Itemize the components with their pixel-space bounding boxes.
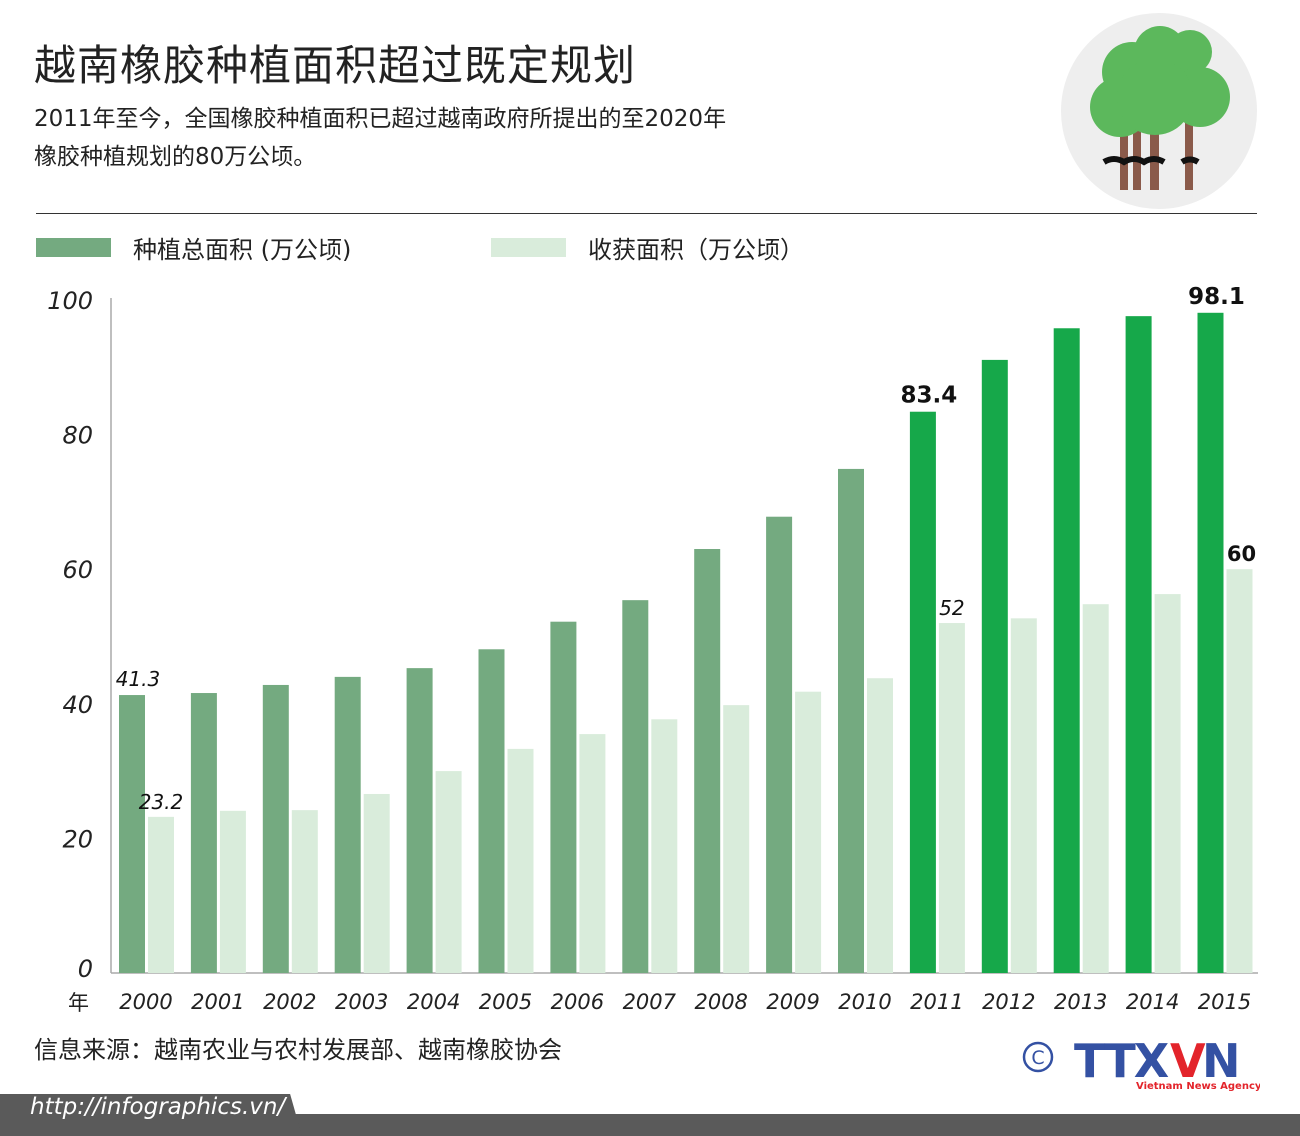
bar-planted-2013 — [1053, 328, 1080, 973]
x-tick-label: 2009 — [766, 990, 819, 1014]
data-label-harvested: 60 — [1227, 542, 1256, 566]
x-tick-label: 2000 — [119, 990, 172, 1014]
data-label-planted: 83.4 — [901, 383, 958, 409]
subtitle-line-1: 2011年至今，全国橡胶种植面积已超过越南政府所提出的至2020年 — [34, 106, 727, 132]
bar-harvested-2004 — [435, 771, 462, 973]
x-tick-label: 2012 — [982, 990, 1035, 1014]
bar-harvested-2003 — [363, 793, 390, 973]
bar-harvested-2001 — [219, 810, 246, 973]
svg-text:Vietnam News Agency: Vietnam News Agency — [1136, 1081, 1260, 1092]
x-tick-label: 2006 — [551, 990, 604, 1014]
x-tick-label: 2015 — [1198, 990, 1251, 1014]
bar-planted-2008 — [694, 549, 721, 973]
x-tick-label: 2010 — [838, 990, 891, 1014]
x-tick-label: 2014 — [1126, 990, 1179, 1014]
svg-text:C: C — [1031, 1047, 1044, 1069]
bar-planted-2003 — [334, 676, 361, 973]
bar-planted-2012 — [981, 359, 1008, 974]
bar-planted-2014 — [1125, 316, 1152, 974]
bar-planted-2006 — [550, 621, 577, 973]
y-tick-label: 100 — [47, 287, 93, 315]
bar-harvested-2002 — [291, 810, 318, 973]
legend-label-harvested: 收获面积（万公顷） — [588, 236, 804, 264]
subtitle: 2011年至今，全国橡胶种植面积已超过越南政府所提出的至2020年 橡胶种植规划… — [34, 100, 854, 176]
x-tick-label: 2003 — [335, 990, 388, 1014]
y-tick-label: 0 — [78, 955, 93, 983]
bar-planted-2009 — [766, 516, 793, 973]
x-tick-label: 2002 — [263, 990, 316, 1014]
bar-harvested-2007 — [651, 719, 678, 973]
bar-planted-2002 — [262, 684, 289, 973]
legend-item-harvested: 收获面积（万公顷） — [491, 230, 804, 265]
bar-planted-2015 — [1197, 312, 1224, 973]
footer-bar — [0, 1094, 1300, 1136]
x-tick-label: 2013 — [1054, 990, 1107, 1014]
x-tick-label: 2004 — [407, 990, 460, 1014]
bar-harvested-2005 — [507, 748, 534, 973]
legend-swatch-harvested — [491, 238, 566, 257]
subtitle-line-2: 橡胶种植规划的80万公顷。 — [34, 144, 317, 170]
bar-planted-2010 — [838, 468, 864, 973]
x-tick-label: 2008 — [694, 990, 747, 1014]
x-tick-label: 2007 — [623, 990, 677, 1014]
bar-harvested-2006 — [579, 734, 606, 973]
data-label-harvested: 52 — [939, 596, 964, 620]
x-axis-label: 年 — [68, 991, 89, 1015]
svg-text:TTX: TTX — [1074, 1035, 1169, 1088]
svg-text:V: V — [1170, 1035, 1206, 1088]
website-link[interactable]: http://infographics.vn/ — [30, 1094, 286, 1120]
bar-harvested-2000 — [148, 816, 174, 973]
y-tick-label: 80 — [62, 422, 93, 450]
x-tick-label: 2011 — [910, 990, 963, 1014]
bar-harvested-2010 — [867, 678, 893, 973]
bar-planted-2004 — [406, 668, 433, 973]
bar-harvested-2011 — [938, 623, 965, 973]
data-label-planted: 98.1 — [1188, 284, 1245, 310]
bar-planted-2007 — [622, 600, 649, 973]
data-label-harvested: 23.2 — [139, 790, 184, 814]
tree-icon — [1060, 12, 1258, 214]
bar-harvested-2008 — [723, 705, 750, 973]
bar-planted-2005 — [478, 649, 505, 973]
source-note: 信息来源：越南农业与农村发展部、越南橡胶协会 — [34, 1036, 562, 1064]
bar-planted-2011 — [909, 411, 936, 973]
y-tick-label: 20 — [62, 825, 93, 853]
legend-swatch-planted — [36, 238, 111, 257]
bar-planted-2001 — [190, 693, 217, 973]
page-title: 越南橡胶种植面积超过既定规划 — [34, 41, 637, 90]
y-tick-label: 60 — [62, 556, 93, 584]
divider — [36, 213, 1257, 214]
legend-item-planted: 种植总面积 (万公顷) — [36, 230, 351, 265]
bar-harvested-2009 — [795, 691, 822, 973]
bar-harvested-2013 — [1082, 604, 1109, 973]
x-tick-label: 2001 — [191, 990, 244, 1014]
data-label-planted: 41.3 — [116, 667, 161, 691]
y-tick-label: 40 — [62, 691, 93, 719]
legend-label-planted: 种植总面积 (万公顷) — [133, 236, 352, 264]
bar-harvested-2012 — [1010, 618, 1037, 973]
x-tick-label: 2005 — [479, 990, 532, 1014]
bar-harvested-2015 — [1226, 569, 1253, 973]
bar-planted-2000 — [119, 695, 145, 973]
ttxvn-logo: C TTX V N Vietnam News Agency — [1020, 1034, 1262, 1099]
bar-harvested-2014 — [1154, 594, 1181, 973]
svg-text:N: N — [1202, 1035, 1241, 1088]
